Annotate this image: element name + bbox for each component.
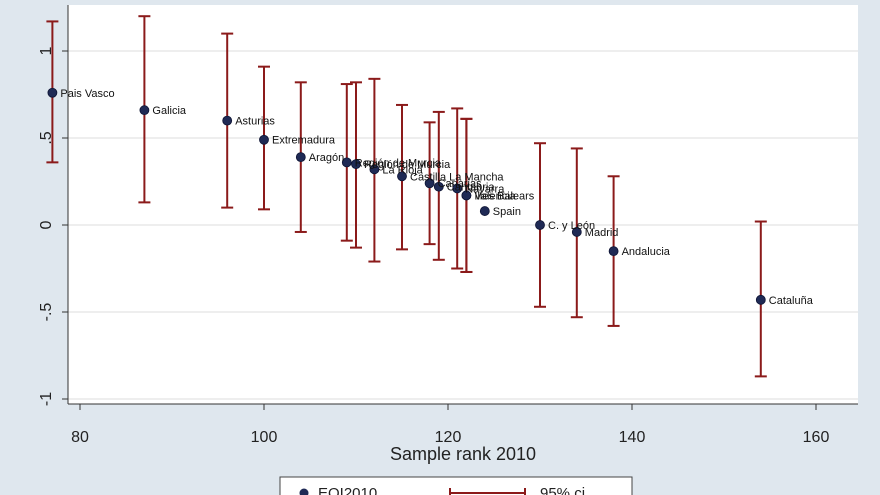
- y-tick-label: 0: [38, 220, 55, 229]
- data-point: [424, 178, 435, 189]
- x-ticks: 80 100 120 140 160: [71, 404, 829, 446]
- point-label: Cataluña: [769, 295, 814, 307]
- legend-point-swatch: [299, 488, 309, 495]
- point-label: Valencia: [474, 190, 516, 202]
- data-point: [571, 227, 582, 237]
- data-point: [259, 134, 269, 145]
- point-label: Navarra: [465, 183, 505, 195]
- x-tick-label: 100: [251, 429, 278, 446]
- x-tick-label: 160: [803, 429, 830, 446]
- point-label: Canarias: [438, 178, 483, 190]
- x-axis-title: Sample rank 2010: [390, 444, 536, 464]
- data-point: [369, 164, 380, 175]
- y-ticks: -1 -.5 0 .5 1: [38, 46, 68, 406]
- data-point: [433, 181, 444, 192]
- point-label: Illes Balears: [474, 190, 534, 202]
- y-tick-label: -.5: [38, 303, 55, 322]
- y-tick-label: .5: [38, 131, 55, 144]
- data-point: [222, 115, 233, 126]
- legend-box: [279, 476, 633, 495]
- x-tick-label: 120: [435, 429, 462, 446]
- data-point: [608, 246, 619, 257]
- legend: EQI2010 95% ci: [299, 485, 585, 495]
- data-point: [452, 183, 463, 194]
- point-label: Cantabria: [447, 182, 496, 194]
- point-label: Aragón: [309, 152, 344, 164]
- data-points: [47, 87, 766, 305]
- point-label: Castilla La Mancha: [410, 171, 504, 183]
- point-label: Región de Murcia: [355, 157, 442, 169]
- point-label: Spain: [493, 206, 521, 218]
- data-point: [139, 105, 150, 116]
- gridlines: [68, 50, 858, 400]
- point-label: Pais Vasco: [60, 88, 114, 100]
- y-tick-label: -1: [38, 392, 55, 406]
- point-label: Región de Murcia: [364, 159, 451, 171]
- point-label: C. y León: [548, 220, 595, 232]
- data-point: [755, 294, 766, 305]
- data-point: [535, 220, 545, 230]
- legend-label-ci: 95% ci: [540, 485, 585, 495]
- data-point: [341, 157, 352, 168]
- point-label: Asturias: [235, 116, 275, 128]
- data-point: [295, 152, 306, 163]
- point-label: Andalucia: [622, 246, 671, 258]
- data-point: [397, 171, 407, 182]
- point-label: Extremadura: [272, 135, 336, 147]
- data-point: [461, 190, 472, 201]
- x-tick-label: 80: [71, 429, 89, 446]
- data-point: [351, 159, 361, 170]
- x-tick-label: 140: [619, 429, 646, 446]
- data-point: [47, 87, 58, 98]
- data-point: [479, 206, 490, 216]
- point-label: Galicia: [152, 105, 187, 117]
- point-label: La Rioja: [382, 164, 423, 176]
- legend-label-eqi2010: EQI2010: [318, 485, 377, 495]
- point-label: Madrid: [585, 227, 619, 239]
- plot-area: [68, 5, 858, 404]
- y-tick-label: 1: [38, 46, 55, 55]
- point-labels: Pais Vasco Galicia Asturias Extremadura Arag…: [60, 88, 813, 307]
